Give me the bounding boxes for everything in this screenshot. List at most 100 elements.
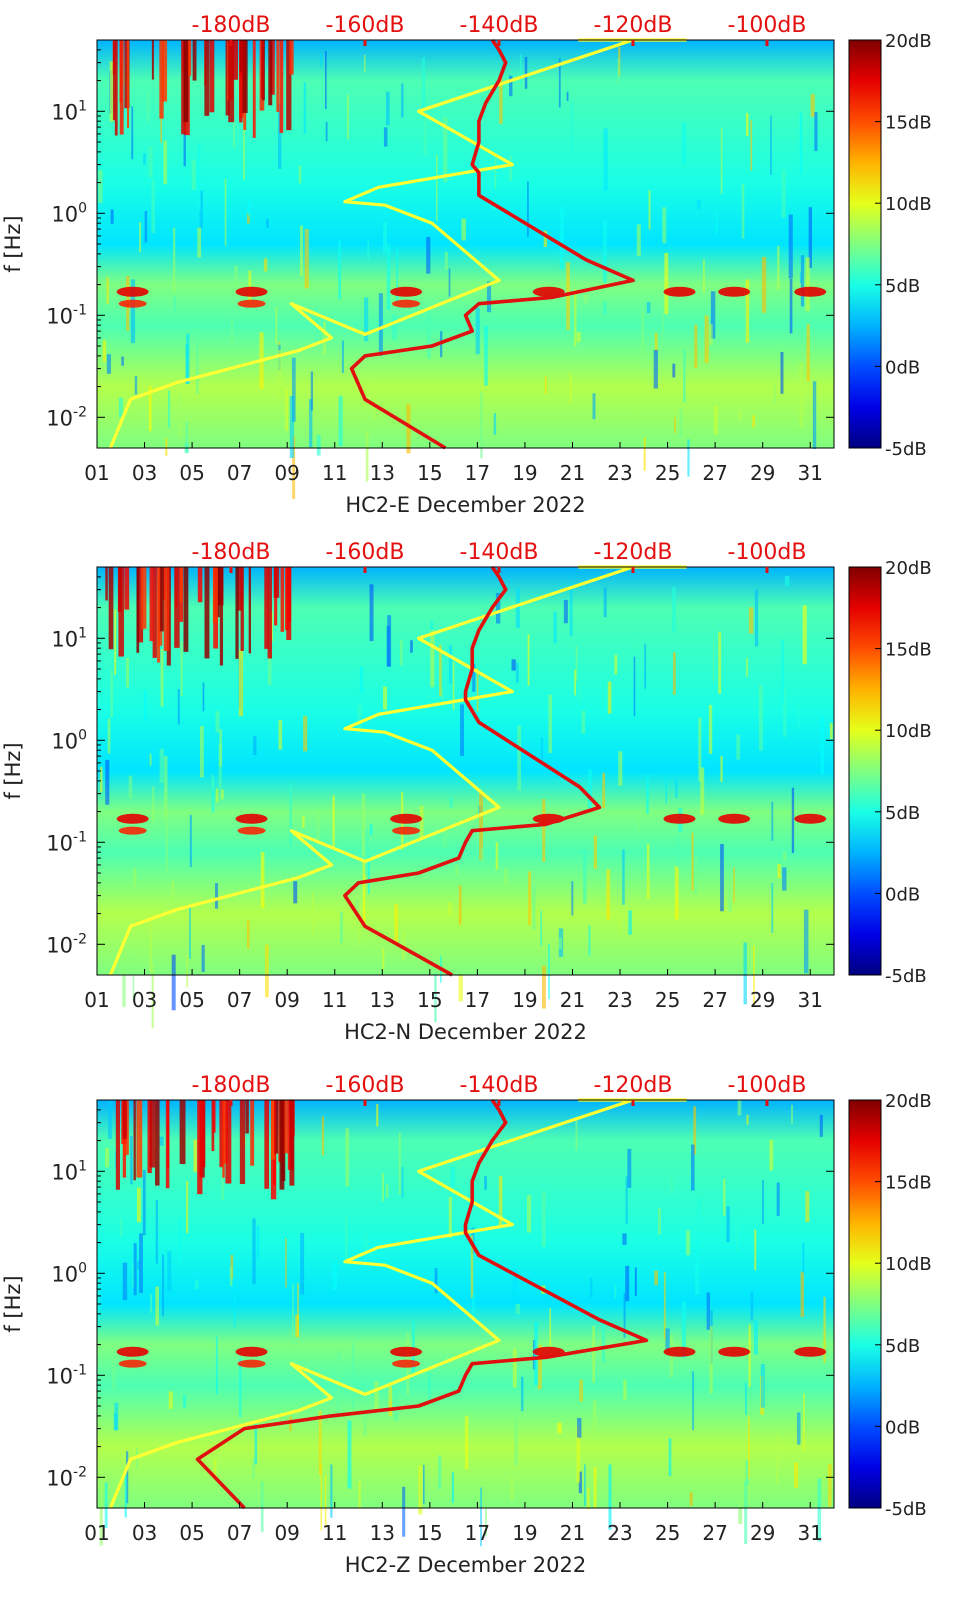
x-tick-label: 31 [797, 1521, 822, 1545]
top-tick-label: -140dB [460, 1073, 539, 1098]
colorbar [848, 39, 882, 449]
chart-panel-z: 01 03 05 07 09 11 13 15 17 19 21 23 25 27 29 31 HC2-Z De… [0, 1060, 962, 1595]
x-tick-label: 05 [179, 1521, 204, 1545]
x-tick-label: 15 [417, 988, 442, 1012]
top-tick-label: -160dB [326, 1073, 405, 1098]
top-tick-label: -180dB [192, 1073, 271, 1098]
x-tick-label: 19 [512, 988, 537, 1012]
x-tick-label: 11 [322, 461, 347, 485]
x-tick-label: 29 [750, 461, 775, 485]
x-tick-label: 19 [512, 461, 537, 485]
x-tick-label: 17 [465, 988, 490, 1012]
y-tick-label: 101 [51, 625, 87, 651]
colorbar-tick-label: 10dB [885, 1254, 932, 1275]
x-tick-label: 07 [227, 461, 252, 485]
colorbar-tick-label: 20dB [885, 1091, 932, 1112]
colorbar-tick-label: 0dB [885, 1417, 920, 1438]
top-tick-label: -100dB [728, 13, 807, 38]
colorbar-tick-label: 15dB [885, 113, 932, 134]
series-line-1 [195, 1098, 649, 1510]
y-tick-label: 10-2 [46, 404, 87, 430]
y-tick-label: 10-2 [46, 1464, 87, 1490]
x-tick-label: 13 [370, 1521, 395, 1545]
y-axis-label: f [Hz] [1, 1275, 25, 1332]
x-tick-label: 05 [179, 461, 204, 485]
top-tick-label: -140dB [460, 13, 539, 38]
y-axis-label: f [Hz] [1, 215, 25, 272]
spectrogram-texture [97, 1100, 832, 1547]
top-tick-label: -120dB [594, 540, 673, 565]
x-tick-label: 17 [465, 461, 490, 485]
x-tick-label: 17 [465, 1521, 490, 1545]
top-tick-label: -120dB [594, 13, 673, 38]
x-tick-label: 09 [274, 988, 299, 1012]
series-line-1 [349, 38, 635, 450]
chart-panel-n: 01 03 05 07 09 11 13 15 17 19 21 23 25 27 29 31 HC2-N De… [0, 527, 962, 1052]
y-tick-label: 100 [51, 200, 87, 226]
x-tick-label: 21 [560, 1521, 585, 1545]
y-tick-label: 10-1 [46, 1362, 87, 1388]
y-tick-label: 101 [51, 1158, 87, 1184]
x-tick-label: 03 [132, 1521, 157, 1545]
colorbar-tick-label: -5dB [885, 966, 927, 987]
top-tick-label: -160dB [326, 13, 405, 38]
y-tick-label: 10-2 [46, 931, 87, 957]
spectrogram-chart: 01 03 05 07 09 11 13 15 17 19 21 23 25 27 29 31 HC2-Z De… [1, 1073, 932, 1577]
colorbar-tick-label: -5dB [885, 439, 927, 460]
series-line-1 [343, 565, 602, 977]
x-tick-label: 09 [274, 1521, 299, 1545]
x-tick-label: 13 [370, 988, 395, 1012]
x-tick-label: 01 [84, 461, 109, 485]
spectrogram-chart: 01 03 05 07 09 11 13 15 17 19 21 23 25 27 29 31 HC2-E De… [1, 13, 932, 517]
colorbar-tick-label: 15dB [885, 1173, 932, 1194]
x-tick-label: 01 [84, 988, 109, 1012]
colorbar-tick-label: 5dB [885, 803, 920, 824]
x-tick-label: 27 [702, 1521, 727, 1545]
spectrogram-chart: 01 03 05 07 09 11 13 15 17 19 21 23 25 27 29 31 HC2-N De… [1, 540, 932, 1044]
x-tick-label: 27 [702, 988, 727, 1012]
colorbar-tick-label: 10dB [885, 194, 932, 215]
x-tick-label: 29 [750, 1521, 775, 1545]
top-tick-label: -140dB [460, 540, 539, 565]
y-axis-label: f [Hz] [1, 742, 25, 799]
y-tick-label: 101 [51, 98, 87, 124]
x-axis-label: HC2-E December 2022 [345, 493, 585, 517]
x-tick-label: 31 [797, 988, 822, 1012]
top-tick-label: -120dB [594, 1073, 673, 1098]
top-tick-label: -180dB [192, 13, 271, 38]
x-tick-label: 23 [607, 461, 632, 485]
colorbar-tick-label: 10dB [885, 721, 932, 742]
top-tick-label: -100dB [728, 1073, 807, 1098]
x-tick-label: 23 [607, 1521, 632, 1545]
y-tick-label: 10-1 [46, 302, 87, 328]
colorbar-tick-label: 0dB [885, 884, 920, 905]
x-tick-label: 03 [132, 461, 157, 485]
x-tick-label: 03 [132, 988, 157, 1012]
x-tick-label: 13 [370, 461, 395, 485]
colorbar [848, 566, 882, 976]
y-tick-label: 10-1 [46, 829, 87, 855]
top-tick-label: -180dB [192, 540, 271, 565]
x-tick-label: 01 [84, 1521, 109, 1545]
x-tick-label: 31 [797, 461, 822, 485]
colorbar-tick-label: 5dB [885, 276, 920, 297]
x-tick-label: 27 [702, 461, 727, 485]
x-tick-label: 11 [322, 1521, 347, 1545]
x-tick-label: 29 [750, 988, 775, 1012]
top-tick-label: -160dB [326, 540, 405, 565]
colorbar [848, 1099, 882, 1509]
x-tick-label: 25 [655, 461, 680, 485]
x-axis-label: HC2-Z December 2022 [345, 1553, 586, 1577]
x-tick-label: 09 [274, 461, 299, 485]
x-tick-label: 11 [322, 988, 347, 1012]
colorbar-tick-label: -5dB [885, 1499, 927, 1520]
colorbar-tick-label: 15dB [885, 640, 932, 661]
x-tick-label: 19 [512, 1521, 537, 1545]
colorbar-tick-label: 20dB [885, 31, 932, 52]
top-tick-label: -100dB [728, 540, 807, 565]
x-tick-label: 21 [560, 461, 585, 485]
x-tick-label: 07 [227, 1521, 252, 1545]
colorbar-tick-label: 5dB [885, 1336, 920, 1357]
x-tick-label: 05 [179, 988, 204, 1012]
spectrogram-texture [99, 567, 833, 1029]
